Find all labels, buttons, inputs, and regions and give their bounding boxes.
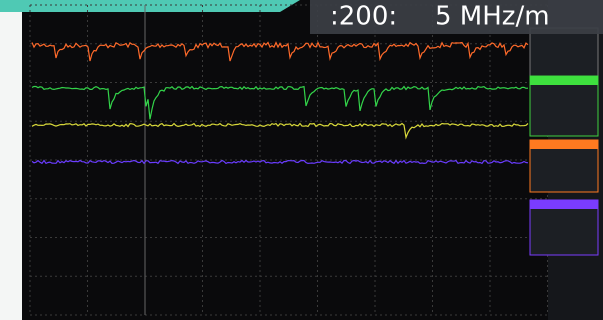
top-banner (0, 0, 300, 12)
channel-header (530, 140, 598, 149)
time-readout: :200: (330, 2, 397, 32)
channel-header (530, 76, 598, 85)
frequency-readout: 5 MHz/m (435, 2, 550, 32)
channel-header (530, 200, 598, 209)
oscilloscope-screenshot: :200: 5 MHz/m (0, 0, 603, 320)
page: :200: 5 MHz/m (() => { const data = JSON… (0, 0, 603, 320)
